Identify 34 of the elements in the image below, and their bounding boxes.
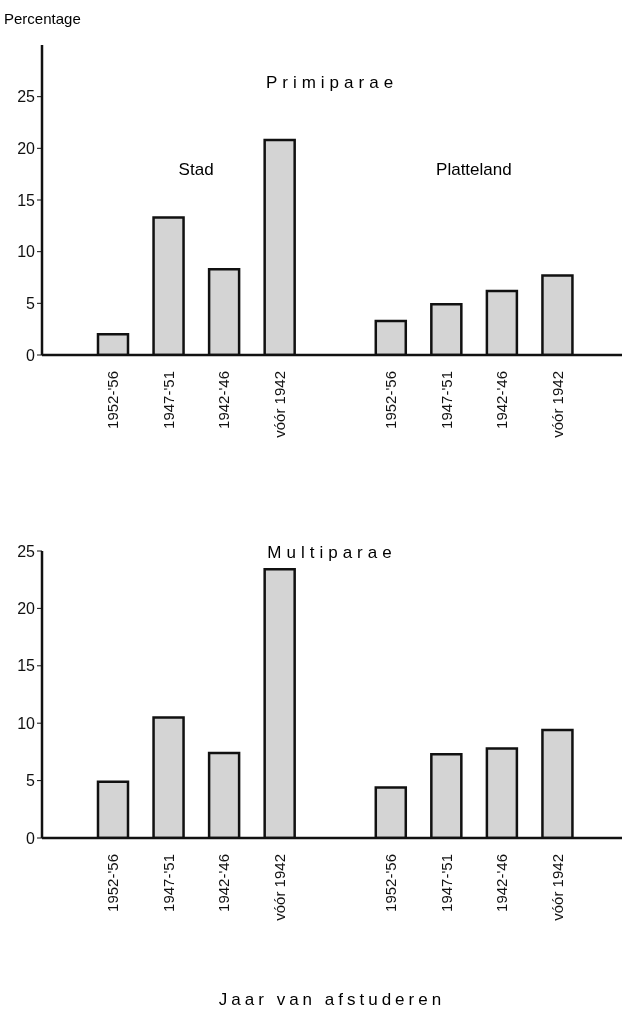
- x-tick-label: 1942-'46: [215, 854, 233, 912]
- x-tick-label: 1947-'51: [437, 854, 455, 912]
- x-tick-label: 1942-'46: [493, 371, 511, 429]
- x-tick-label: vóór 1942: [548, 371, 566, 438]
- x-tick-label: 1952-'56: [104, 371, 122, 429]
- y-tick-label: 25: [17, 542, 36, 560]
- y-tick-label: 20: [17, 140, 36, 158]
- x-tick-label: vóór 1942: [270, 854, 288, 921]
- text: Primiparae: [264, 73, 400, 93]
- x-tick-label: 1947-'51: [437, 371, 455, 429]
- y-axis-title: Percentage: [4, 10, 81, 27]
- y-tick-label: 20: [17, 600, 36, 618]
- x-tick-label: 1942-'46: [493, 854, 511, 912]
- x-tick-label: 1952-'56: [382, 371, 400, 429]
- x-tick-label: 1947-'51: [159, 371, 177, 429]
- annotation: Platteland: [435, 160, 513, 180]
- chart-title: Multiparae: [266, 543, 398, 563]
- y-tick-label: 15: [17, 657, 36, 675]
- x-tick-label: 1947-'51: [159, 854, 177, 912]
- x-tick-label: 1942-'46: [215, 371, 233, 429]
- y-tick-label: 0: [26, 346, 36, 364]
- y-tick-label: 15: [17, 191, 36, 209]
- y-tick-label: 5: [26, 295, 36, 313]
- y-tick-label: 0: [26, 829, 36, 847]
- y-tick-label: 10: [17, 714, 36, 732]
- y-tick-label: 5: [26, 772, 36, 790]
- annotation: Stad: [177, 160, 215, 180]
- x-tick-label: vóór 1942: [270, 371, 288, 438]
- x-axis-title: Jaar van afstuderen: [217, 990, 447, 1010]
- y-tick-label: 10: [17, 243, 36, 261]
- x-tick-label: 1952-'56: [104, 854, 122, 912]
- x-tick-label: 1952-'56: [382, 854, 400, 912]
- y-tick-label: 25: [17, 88, 36, 106]
- x-tick-label: vóór 1942: [548, 854, 566, 921]
